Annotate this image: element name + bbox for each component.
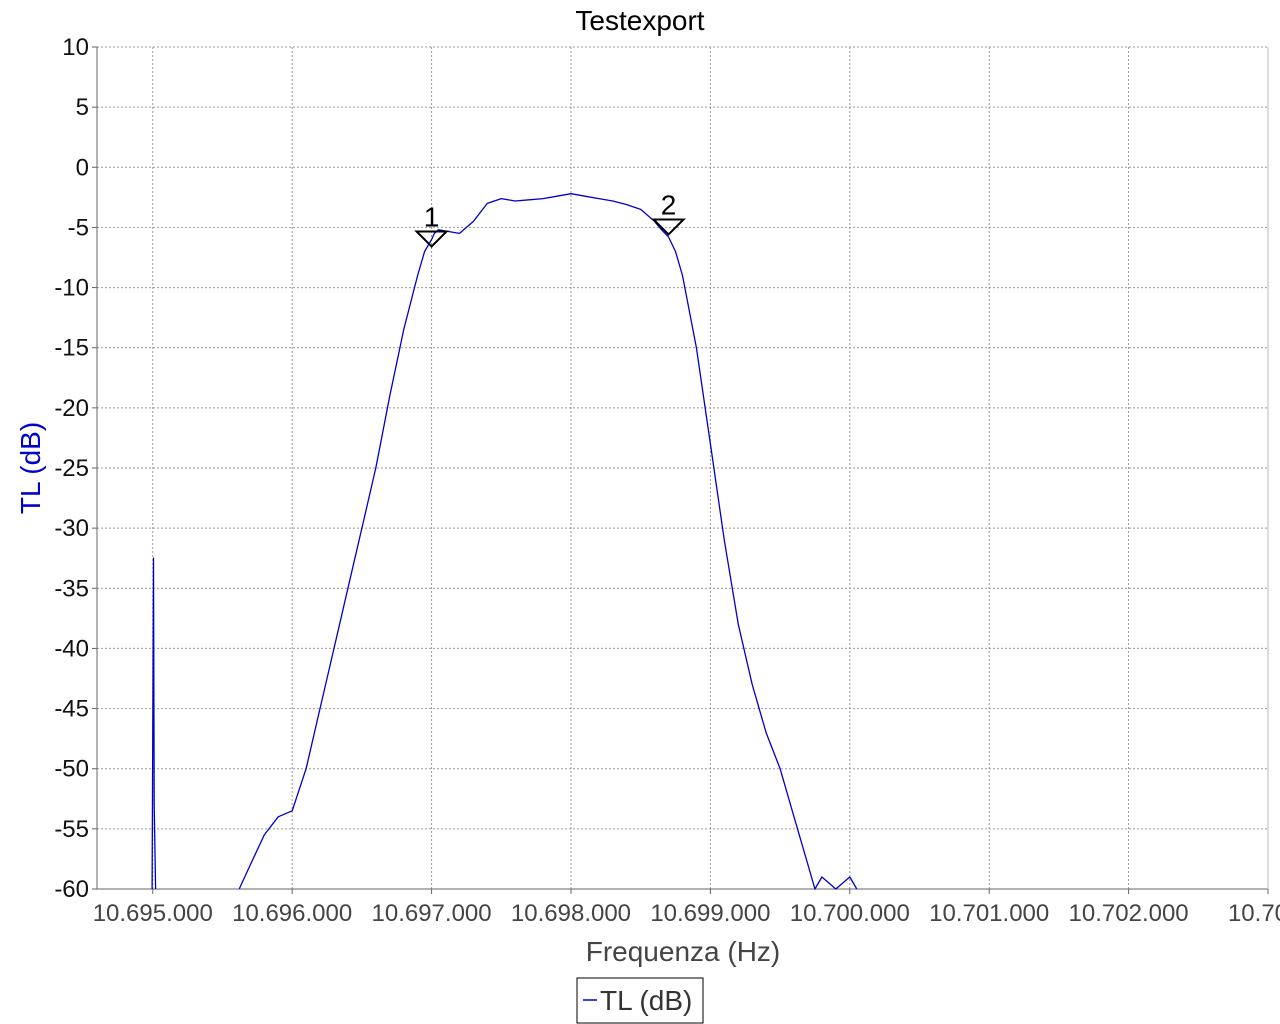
- axes: [92, 46, 1269, 894]
- marker-label: 2: [661, 189, 677, 220]
- y-axis-label: TL (dB): [15, 422, 46, 514]
- x-tick-label: 10.700.000: [790, 900, 910, 927]
- y-tick-label: -25: [54, 455, 89, 482]
- x-tick-label: 10.702.000: [1069, 900, 1189, 927]
- y-tick-label: -45: [54, 696, 89, 723]
- grid: [97, 46, 1269, 889]
- legend-label: TL (dB): [600, 985, 692, 1016]
- x-tick-label: 10.699.000: [650, 900, 770, 927]
- y-tick-label: 0: [76, 154, 89, 181]
- y-tick-label: -10: [54, 275, 89, 302]
- x-tick-label: 10.697.000: [372, 900, 492, 927]
- x-tick-label: 10.695.000: [93, 900, 213, 927]
- series-line: [238, 193, 858, 890]
- marker-triangle: [651, 218, 686, 236]
- x-tick-label: 10.698.000: [511, 900, 631, 927]
- legend-box: [576, 977, 704, 1024]
- y-tick-label: -15: [54, 335, 89, 362]
- y-tick-label: -20: [54, 395, 89, 422]
- chart-title: Testexport: [575, 5, 704, 36]
- tick-labels: 1050-5-10-15-20-25-30-35-40-45-50-55-601…: [54, 34, 1280, 927]
- x-tick-label: 10.696.000: [232, 900, 352, 927]
- y-tick-label: -60: [54, 876, 89, 903]
- x-tick-label: 10.703.: [1228, 900, 1280, 927]
- y-tick-label: -35: [54, 575, 89, 602]
- x-tick-label: 10.701.000: [929, 900, 1049, 927]
- y-tick-label: 5: [76, 94, 89, 121]
- y-tick-label: -5: [68, 214, 89, 241]
- legend: TL (dB): [576, 977, 704, 1024]
- plot-area: [151, 193, 858, 890]
- series-line: [151, 557, 157, 890]
- y-tick-label: -55: [54, 816, 89, 843]
- y-tick-label: -30: [54, 515, 89, 542]
- marker-triangle: [414, 230, 449, 248]
- y-tick-label: -50: [54, 756, 89, 783]
- marker-label: 1: [424, 201, 440, 232]
- x-axis-label: Frequenza (Hz): [586, 936, 781, 967]
- y-tick-label: -40: [54, 635, 89, 662]
- y-tick-label: 10: [62, 34, 89, 61]
